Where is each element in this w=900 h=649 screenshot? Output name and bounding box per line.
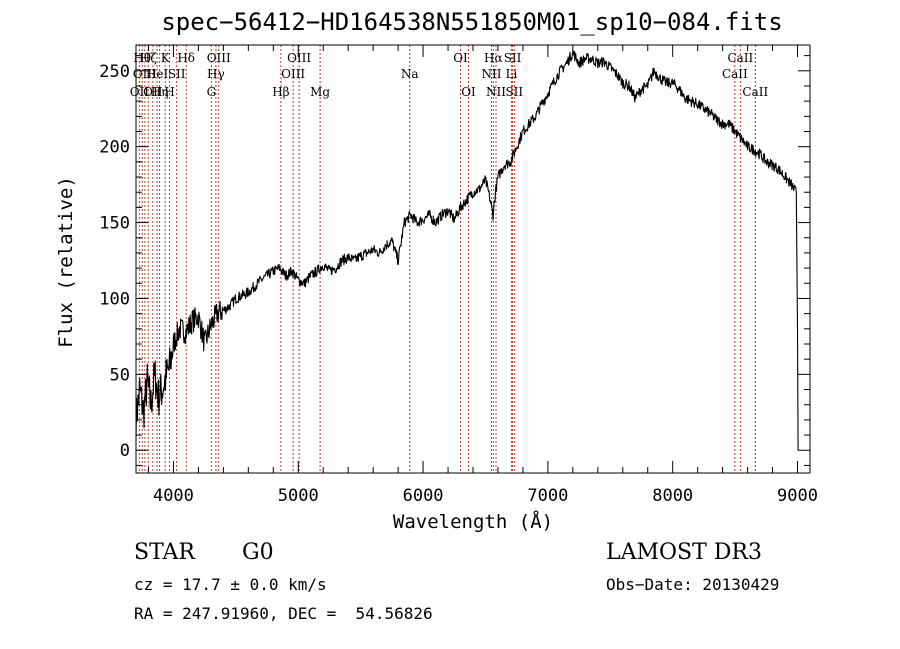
line-label: Hδ xyxy=(177,51,195,65)
line-label: OIII xyxy=(207,51,231,65)
y-tick-label: 0 xyxy=(120,441,130,461)
line-label: OII xyxy=(143,85,163,99)
line-label: SII xyxy=(504,51,522,65)
line-label: SII xyxy=(505,85,523,99)
line-label: CaII xyxy=(727,51,753,65)
x-tick-label: 9000 xyxy=(777,486,818,506)
emission-line-labels: OII Hθ OIII Hζ OII HeI Hη K H SII Hδ G Hγ OIII Hβ OIII O… xyxy=(130,51,769,99)
line-label: SII xyxy=(168,67,186,81)
x-axis-label: Wavelength (Å) xyxy=(393,510,553,533)
y-tick-label: 200 xyxy=(99,138,130,158)
y-tick-label: 50 xyxy=(110,365,130,385)
line-label: OII xyxy=(130,85,150,99)
line-label: OI xyxy=(453,51,468,65)
line-label: CaII xyxy=(742,85,768,99)
line-label: Hβ xyxy=(272,85,289,99)
spectrum-series xyxy=(135,50,799,451)
line-label: OI xyxy=(461,85,476,99)
line-label: Hγ xyxy=(207,67,225,81)
line-label: K xyxy=(161,51,171,65)
line-label: NII xyxy=(481,67,501,81)
line-label: CaII xyxy=(722,67,748,81)
line-label: Mg xyxy=(310,85,330,99)
x-tick-label: 4000 xyxy=(153,486,194,506)
line-label: Hη xyxy=(151,85,169,99)
line-label: OIII xyxy=(281,67,305,81)
line-label: NII xyxy=(486,85,506,99)
x-tick-label: 5000 xyxy=(278,486,319,506)
line-label: G xyxy=(207,85,217,99)
y-axis-label: Flux (relative) xyxy=(55,176,77,348)
line-label: Na xyxy=(401,67,419,81)
survey-name: LAMOST DR3 xyxy=(606,540,762,565)
observation-date: Obs−Date: 20130429 xyxy=(606,575,780,594)
line-label: HeI xyxy=(146,67,169,81)
y-tick-label: 150 xyxy=(99,214,130,234)
coordinates: RA = 247.91960, DEC = 54.56826 xyxy=(134,604,433,623)
y-tick-label: 250 xyxy=(99,62,130,82)
x-tick-label: 6000 xyxy=(403,486,444,506)
line-label: Hα xyxy=(484,51,503,65)
object-class: STAR xyxy=(134,540,195,565)
y-tick-label: 100 xyxy=(99,289,130,309)
line-label: H xyxy=(164,85,174,99)
line-label: Hθ xyxy=(133,51,151,65)
line-label: Hζ xyxy=(140,51,157,65)
chart-title: spec−56412−HD164538N551850M01_sp10−084.f… xyxy=(161,8,782,36)
x-tick-label: 7000 xyxy=(527,486,568,506)
object-subclass: G0 xyxy=(242,540,274,565)
emission-line-markers xyxy=(138,45,756,473)
x-tick-label: 8000 xyxy=(652,486,693,506)
redshift-velocity: cz = 17.7 ± 0.0 km/s xyxy=(134,575,327,594)
axis-ticks: 4000 5000 6000 7000 8000 9000 0 50 100 150 200 250 xyxy=(99,45,818,506)
line-label: OIII xyxy=(287,51,311,65)
line-label: Li xyxy=(506,67,518,81)
spectrum-line xyxy=(135,50,799,451)
